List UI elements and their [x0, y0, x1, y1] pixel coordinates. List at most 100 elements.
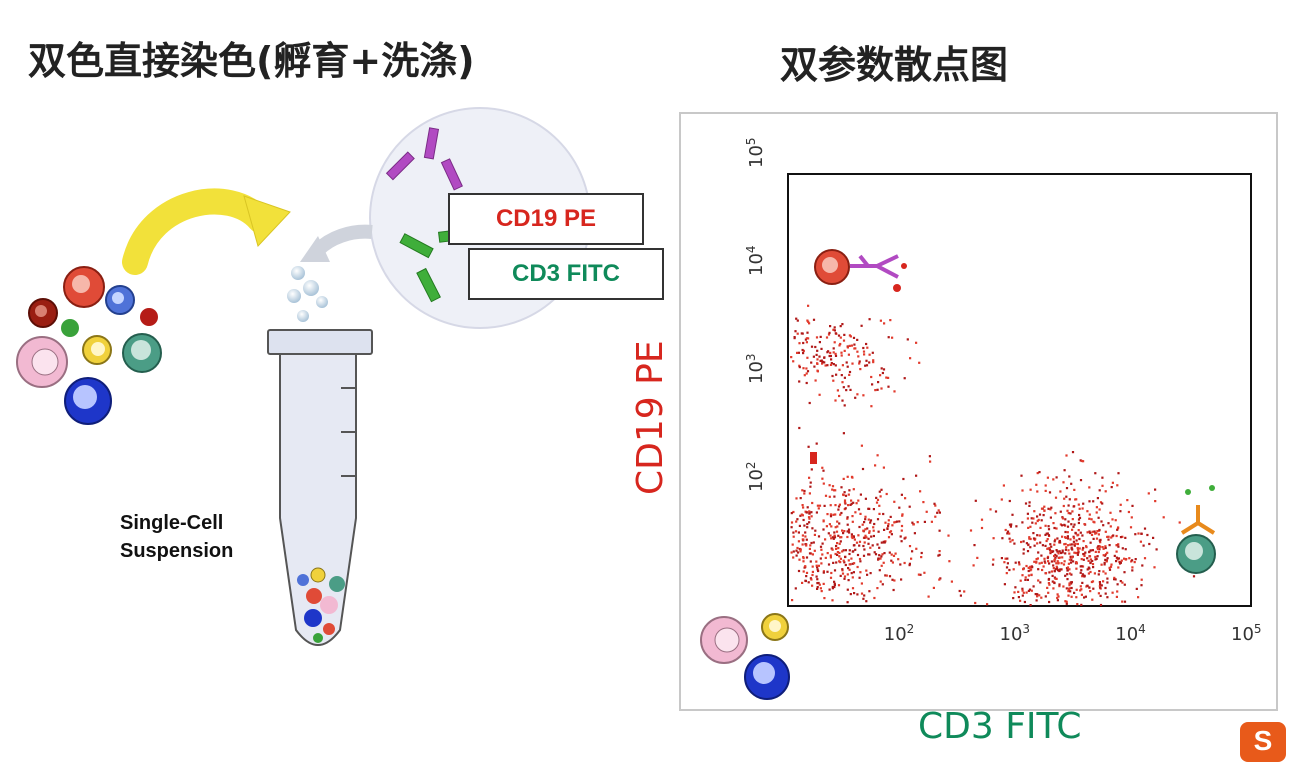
- scatter-point: [1002, 484, 1005, 487]
- scatter-point: [876, 587, 879, 590]
- scatter-point: [1053, 570, 1056, 573]
- scatter-point: [1028, 501, 1031, 504]
- scatter-point: [1071, 528, 1074, 531]
- scatter-point: [804, 579, 807, 583]
- scatter-point: [878, 569, 881, 572]
- scatter-point: [1077, 529, 1080, 532]
- scatter-point: [852, 488, 855, 491]
- scatter-point: [1027, 589, 1030, 592]
- scatter-point: [1116, 583, 1119, 586]
- scatter-point: [1076, 553, 1079, 556]
- scatter-point: [1024, 502, 1028, 505]
- scatter-point: [856, 393, 859, 396]
- scatter-point: [1082, 502, 1085, 505]
- scatter-point: [813, 549, 816, 552]
- scatter-point: [893, 579, 896, 582]
- scatter-point: [898, 520, 901, 523]
- scatter-point: [1111, 481, 1114, 484]
- scatter-point: [828, 484, 831, 487]
- scatter-point: [1031, 521, 1034, 524]
- scatter-point: [816, 578, 819, 581]
- scatter-point: [929, 460, 932, 463]
- scatter-point: [871, 351, 874, 354]
- scatter-point: [1104, 592, 1107, 595]
- scatter-point: [1003, 583, 1006, 586]
- scatter-point: [806, 506, 809, 509]
- scatter-point: [877, 381, 880, 384]
- scatter-point: [1070, 523, 1073, 526]
- scatter-point: [797, 540, 800, 543]
- scatter-point: [799, 548, 802, 551]
- scatter-point: [808, 322, 811, 325]
- scatter-point: [1100, 520, 1103, 523]
- scatter-point: [1006, 562, 1009, 565]
- scatter-point: [867, 542, 870, 545]
- scatter-point: [827, 333, 831, 336]
- scatter-point: [1101, 476, 1104, 479]
- scatter-point: [1012, 597, 1015, 600]
- scatter-point: [816, 358, 819, 361]
- scatter-point: [840, 354, 843, 357]
- scatter-point: [1089, 570, 1092, 574]
- scatter-point: [1065, 454, 1068, 457]
- scatter-point: [833, 531, 836, 534]
- scatter-point: [840, 536, 843, 539]
- scatter-point: [796, 351, 799, 354]
- scatter-point: [1030, 568, 1033, 571]
- scatter-point: [1080, 603, 1083, 606]
- scatter-point: [1092, 566, 1095, 569]
- scatter-point: [1098, 539, 1101, 542]
- scatter-point: [1035, 558, 1038, 561]
- scatter-point: [846, 588, 849, 591]
- scatter-point: [1008, 532, 1011, 535]
- scatter-point: [1073, 591, 1076, 594]
- scatter-point: [882, 512, 885, 516]
- scatter-point: [816, 566, 819, 569]
- scatter-point: [822, 528, 825, 531]
- scatter-point: [1131, 504, 1134, 507]
- scatter-point: [888, 531, 892, 534]
- scatter-dots: [790, 304, 1196, 607]
- scatter-point: [1054, 568, 1057, 571]
- scatter-point: [822, 582, 825, 585]
- scatter-point: [887, 385, 890, 388]
- scatter-point: [1044, 595, 1047, 598]
- scatter-point: [920, 556, 923, 559]
- scatter-point: [901, 514, 904, 517]
- scatter-point: [816, 504, 819, 507]
- scatter-point: [810, 468, 813, 471]
- scatter-point: [1148, 542, 1151, 546]
- scatter-point: [843, 530, 846, 533]
- scatter-point: [857, 508, 861, 511]
- scatter-point: [1006, 557, 1009, 560]
- scatter-point: [827, 350, 830, 353]
- scatter-point: [1044, 572, 1048, 575]
- scatter-point: [1079, 479, 1083, 482]
- scatter-point: [1051, 550, 1054, 553]
- scatter-point: [1116, 590, 1119, 593]
- scatter-point: [842, 493, 845, 497]
- scatter-point: [824, 556, 827, 559]
- scatter-point: [1100, 584, 1103, 587]
- scatter-point: [1102, 570, 1105, 573]
- scatter-point: [974, 499, 977, 502]
- scatter-point: [1091, 598, 1094, 601]
- scatter-point: [808, 552, 812, 555]
- scatter-point: [853, 544, 856, 547]
- scatter-point: [817, 535, 821, 538]
- cd3-cell-marker-icon: [1176, 485, 1216, 574]
- scatter-point: [908, 564, 911, 567]
- scatter-point: [1057, 595, 1060, 598]
- scatter-point: [842, 559, 845, 562]
- scatter-point: [839, 574, 842, 577]
- scatter-point: [843, 349, 846, 352]
- scatter-point: [847, 528, 851, 531]
- scatter-point: [1076, 548, 1080, 551]
- scatter-point: [1047, 560, 1050, 563]
- scatter-point: [1068, 568, 1071, 571]
- scatter-point: [1057, 561, 1060, 564]
- scatter-point: [806, 356, 809, 359]
- scatter-point: [1023, 600, 1026, 604]
- scatter-point: [878, 490, 881, 493]
- scatter-point: [1079, 531, 1082, 534]
